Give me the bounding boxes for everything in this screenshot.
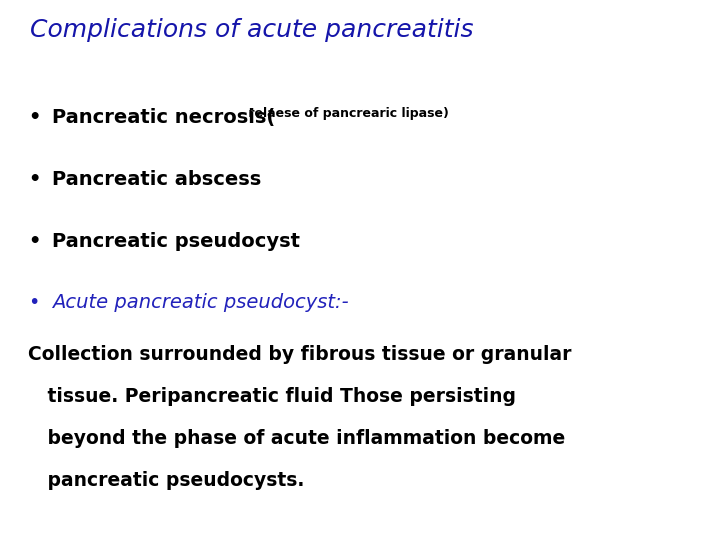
Text: Collection surrounded by fibrous tissue or granular: Collection surrounded by fibrous tissue …: [28, 345, 572, 364]
Text: Acute pancreatic pseudocyst:-: Acute pancreatic pseudocyst:-: [52, 293, 348, 312]
Text: Pancreatic abscess: Pancreatic abscess: [52, 170, 261, 189]
Text: tissue. Peripancreatic fluid Those persisting: tissue. Peripancreatic fluid Those persi…: [28, 387, 516, 406]
Text: Pancreatic necrosis(: Pancreatic necrosis(: [52, 108, 275, 127]
Text: •: •: [28, 170, 40, 189]
Text: Pancreatic pseudocyst: Pancreatic pseudocyst: [52, 232, 300, 251]
Text: beyond the phase of acute inflammation become: beyond the phase of acute inflammation b…: [28, 429, 565, 448]
Text: •: •: [28, 293, 40, 312]
Text: •: •: [28, 232, 40, 251]
Text: Complications of acute pancreatitis: Complications of acute pancreatitis: [30, 18, 474, 42]
Text: relaese of pancrearic lipase): relaese of pancrearic lipase): [244, 107, 449, 120]
Text: •: •: [28, 108, 40, 127]
Text: pancreatic pseudocysts.: pancreatic pseudocysts.: [28, 471, 305, 490]
